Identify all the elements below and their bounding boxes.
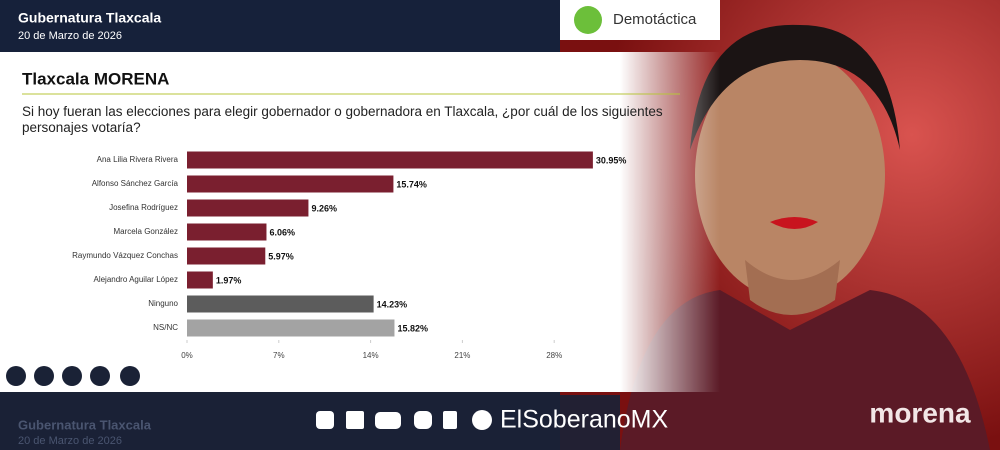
- bar: [187, 223, 267, 241]
- logo-icon: [574, 6, 602, 34]
- shirt-text: morena: [869, 397, 971, 428]
- y-tick-label: Alejandro Aguilar López: [93, 275, 178, 284]
- x-tick-label: 14%: [363, 351, 379, 360]
- y-tick-label: Ana Lilia Rivera Rivera: [97, 155, 179, 164]
- icon: [6, 366, 26, 386]
- icon: [346, 411, 364, 429]
- social-footer: [316, 410, 492, 430]
- icon: [375, 412, 401, 429]
- bar: [187, 319, 395, 337]
- chart-title: Tlaxcala MORENA: [22, 69, 169, 88]
- icon: [90, 366, 110, 386]
- hair: [690, 24, 900, 150]
- social-left: [6, 366, 140, 386]
- y-tick-label: NS/NC: [153, 323, 178, 332]
- value-label: 9.26%: [311, 203, 337, 213]
- value-label: 5.97%: [268, 251, 294, 261]
- header-bar: [0, 0, 560, 52]
- panel-fade: [620, 52, 720, 392]
- value-label: 1.97%: [216, 275, 242, 285]
- footer-title: Gubernatura Tlaxcala: [18, 417, 152, 432]
- icon: [316, 411, 334, 429]
- icon: [120, 366, 140, 386]
- panel: [0, 52, 620, 392]
- value-label: 30.95%: [596, 155, 627, 165]
- chart-subtitle: Si hoy fueran las elecciones para elegir…: [22, 104, 663, 135]
- x-tick-label: 0%: [181, 351, 193, 360]
- x-tick-label: 7%: [273, 351, 285, 360]
- handle: ElSoberanoMX: [500, 406, 668, 434]
- value-label: 15.82%: [397, 323, 428, 333]
- brand: Demotáctica: [613, 11, 697, 28]
- x-tick-label: 21%: [454, 351, 470, 360]
- icon: [443, 411, 457, 429]
- footer-date: 20 de Marzo de 2026: [18, 435, 122, 447]
- bar: [187, 271, 213, 289]
- value-label: 14.23%: [377, 299, 408, 309]
- bar: [187, 151, 593, 169]
- face: [695, 50, 885, 300]
- header-title: Gubernatura Tlaxcala: [18, 10, 161, 26]
- value-label: 6.06%: [269, 227, 295, 237]
- icon: [62, 366, 82, 386]
- icon: [414, 411, 432, 429]
- header-date: 20 de Marzo de 2026: [18, 30, 122, 42]
- bar: [187, 247, 266, 265]
- lips: [770, 217, 818, 229]
- bar: [187, 199, 309, 217]
- bar: [187, 175, 394, 193]
- subtitle-box: Si hoy fueran las elecciones para elegir…: [22, 104, 663, 135]
- bar: [187, 295, 374, 313]
- y-tick-label: Alfonso Sánchez García: [92, 179, 179, 188]
- y-tick-label: Marcela González: [114, 227, 178, 236]
- y-tick-label: Josefina Rodríguez: [109, 203, 178, 212]
- icon: [472, 410, 492, 430]
- neck: [745, 260, 840, 315]
- icon: [34, 366, 54, 386]
- y-tick-label: Raymundo Vázquez Conchas: [72, 251, 178, 260]
- y-tick-label: Ninguno: [148, 299, 178, 308]
- value-label: 15.74%: [396, 179, 427, 189]
- footer-bar: [0, 395, 620, 450]
- x-tick-label: 28%: [546, 351, 562, 360]
